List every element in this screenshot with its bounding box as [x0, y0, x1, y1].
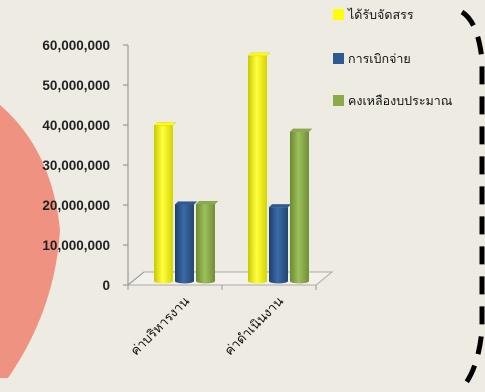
legend-item: ได้รับจัดสรร: [333, 7, 414, 22]
bar: [268, 204, 292, 284]
y-tick-label: 30,000,000: [42, 158, 110, 173]
y-tick-label: 50,000,000: [42, 78, 110, 93]
y-tick-label: 40,000,000: [42, 118, 110, 133]
decorative-dashed-border: [460, 9, 485, 390]
bar: [195, 200, 219, 284]
legend-item: คงเหลืองบประมาณ: [333, 93, 453, 108]
legend-swatch: [333, 53, 344, 64]
y-tick-label: 20,000,000: [42, 198, 110, 213]
y-tick-label: 10,000,000: [42, 238, 110, 253]
legend-label: ได้รับจัดสรร: [347, 7, 414, 22]
bar: [247, 52, 271, 284]
bar: [153, 122, 177, 284]
legend-swatch: [333, 95, 344, 106]
y-tick-label: 0: [102, 278, 110, 293]
x-category-label: ค่าดำเนินงาน: [222, 294, 287, 359]
bars: [153, 52, 313, 284]
floor-edge: [127, 271, 145, 286]
bar: [289, 128, 313, 284]
legend-label: การเบิกจ่าย: [348, 51, 411, 66]
legend-swatch: [333, 9, 344, 20]
legend-label: คงเหลืองบประมาณ: [348, 93, 453, 108]
axes: 0 10,000,000 20,000,000 30,000,000 40,000,00…: [42, 38, 129, 293]
bar: [174, 201, 198, 284]
x-category-label: ค่าบริหารงาน: [128, 294, 193, 359]
legend-item: การเบิกจ่าย: [333, 51, 411, 66]
category-labels: ค่าบริหารงาน ค่าดำเนินงาน: [128, 294, 287, 359]
y-tick-label: 60,000,000: [42, 38, 110, 53]
decorative-blob: [0, 105, 60, 378]
